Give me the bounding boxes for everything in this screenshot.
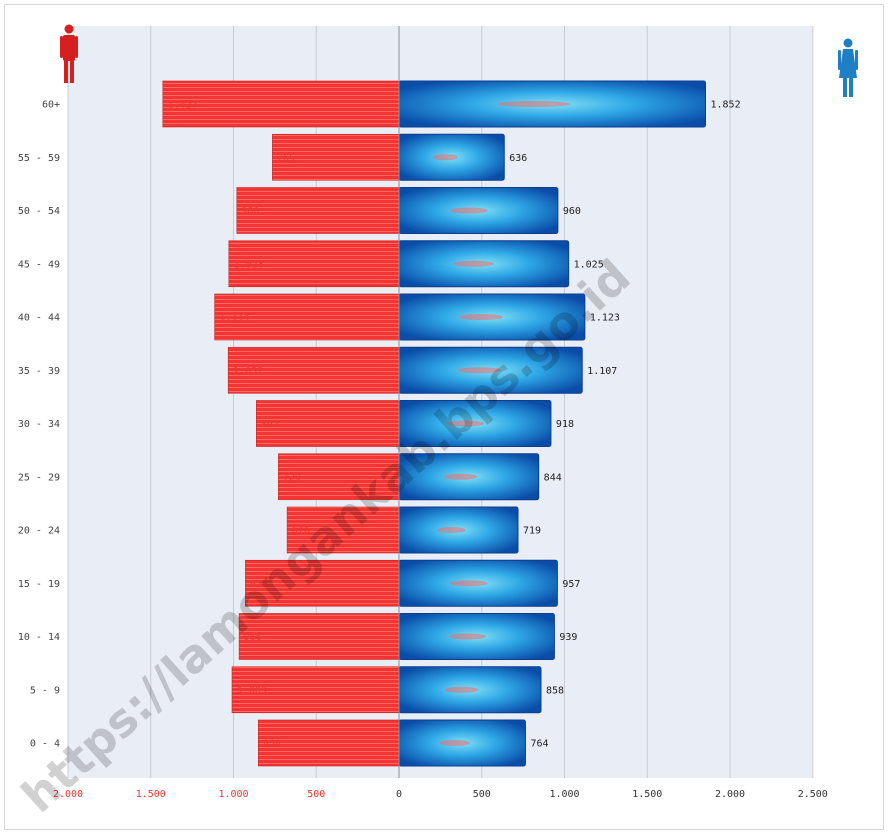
data-label-male: 1.427 xyxy=(168,100,198,111)
bar-male xyxy=(286,506,400,554)
category-label: 15 - 19 xyxy=(18,579,60,590)
data-label-female: 719 xyxy=(523,526,541,537)
data-label-male: 676 xyxy=(292,526,310,537)
data-label-female: 960 xyxy=(563,206,581,217)
bar-male xyxy=(238,613,400,660)
data-label-female: 957 xyxy=(562,579,580,590)
data-label-male: 850 xyxy=(263,739,281,750)
bar-male xyxy=(272,133,400,181)
data-label-female: 918 xyxy=(556,419,574,430)
data-label-female: 844 xyxy=(544,472,562,483)
category-label: 20 - 24 xyxy=(18,526,60,537)
x-tick-label: 500 xyxy=(473,789,491,800)
category-label: 30 - 34 xyxy=(18,419,60,430)
category-label: 25 - 29 xyxy=(18,472,60,483)
bar-male xyxy=(231,666,400,714)
category-label: 60+ xyxy=(42,100,60,111)
category-labels: 60+ 55 - 59 50 - 54 45 - 49 40 - 44 35 - 39 30… xyxy=(18,100,60,750)
x-tick-label: 2.000 xyxy=(53,789,83,800)
bar-female-highlight xyxy=(439,740,470,746)
bar-female-highlight xyxy=(497,101,571,107)
chart-frame xyxy=(4,4,884,830)
data-label-male: 1.032 xyxy=(233,366,263,377)
data-label-male: 928 xyxy=(250,579,268,590)
data-label-male: 980 xyxy=(241,206,259,217)
x-tick-label: 1.000 xyxy=(218,789,248,800)
bars: 1.427 1.852 765 636 980 960 1.028 1.025 1.114 1.1… xyxy=(162,80,741,767)
bar-male xyxy=(256,400,400,447)
data-label-male: 862 xyxy=(261,419,279,430)
data-label-female: 764 xyxy=(530,739,548,750)
bar-female-highlight xyxy=(444,686,479,693)
category-label: 10 - 14 xyxy=(18,632,60,643)
bar-female-highlight xyxy=(432,154,458,161)
x-tick-label: 500 xyxy=(307,789,325,800)
bar-male xyxy=(214,293,400,341)
data-label-female: 858 xyxy=(546,685,564,696)
bar-female-highlight xyxy=(447,420,485,427)
category-label: 45 - 49 xyxy=(18,259,60,270)
x-axis-tick-labels: 2.000 1.500 1.000 500 0 500 1.000 1.500 2.000 2.5… xyxy=(53,789,828,800)
data-label-male: 1.009 xyxy=(237,685,267,696)
bar-female-highlight xyxy=(443,473,478,480)
category-label: 40 - 44 xyxy=(18,313,60,324)
bar-male xyxy=(278,453,400,501)
category-label: 55 - 59 xyxy=(18,153,60,164)
x-tick-label: 2.000 xyxy=(715,789,745,800)
bar-male xyxy=(162,80,400,128)
bar-female-highlight xyxy=(449,207,488,214)
male-figure-icon xyxy=(60,24,78,83)
x-tick-label: 2.500 xyxy=(798,789,828,800)
bar-female-highlight xyxy=(437,527,466,533)
x-tick-label: 1.500 xyxy=(136,789,166,800)
data-label-female: 1.107 xyxy=(587,366,617,377)
bar-female-highlight xyxy=(458,314,504,320)
data-label-female: 636 xyxy=(509,153,527,164)
bar-female-highlight xyxy=(449,580,488,587)
data-label-male: 966 xyxy=(244,632,262,643)
category-label: 35 - 39 xyxy=(18,366,60,377)
bar-female-highlight xyxy=(448,633,487,640)
female-figure-icon xyxy=(838,38,858,97)
bar-male xyxy=(227,346,400,394)
data-label-female: 1.852 xyxy=(711,100,741,111)
data-label-female: 1.123 xyxy=(590,313,620,324)
data-label-male: 729 xyxy=(283,472,301,483)
data-label-female: 939 xyxy=(559,632,577,643)
category-label: 0 - 4 xyxy=(30,739,60,750)
x-tick-label: 1.000 xyxy=(549,789,579,800)
x-tick-label: 0 xyxy=(396,789,402,800)
data-label-male: 1.028 xyxy=(234,259,264,270)
category-label: 5 - 9 xyxy=(30,685,60,696)
bar-female-highlight xyxy=(457,367,502,374)
category-label: 50 - 54 xyxy=(18,206,60,217)
bar-female-highlight xyxy=(453,260,494,267)
x-tick-label: 1.500 xyxy=(632,789,662,800)
data-label-male: 1.114 xyxy=(220,313,250,324)
data-label-female: 1.025 xyxy=(574,259,604,270)
bar-male xyxy=(245,559,400,607)
bar-male xyxy=(236,187,400,234)
data-label-male: 765 xyxy=(277,153,295,164)
